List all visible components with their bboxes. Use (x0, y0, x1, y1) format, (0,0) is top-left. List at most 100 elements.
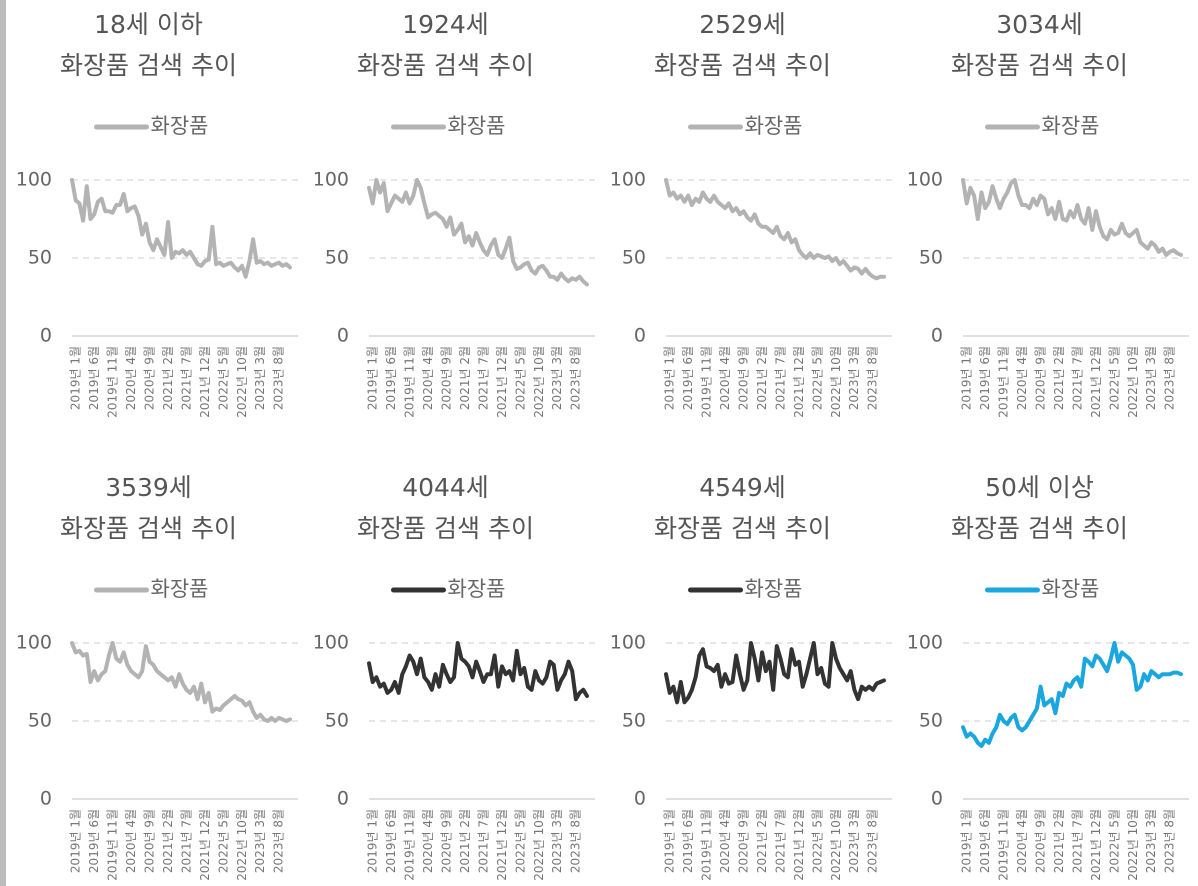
legend-label: 화장품 (1042, 577, 1100, 601)
x-tick-label: 2021년 12월 (1089, 346, 1103, 418)
chart-subtitle: 화장품 검색 추이 (951, 51, 1128, 80)
x-tick-label: 2023년 8월 (272, 809, 286, 873)
x-tick-label: 2021년 7월 (1070, 809, 1084, 873)
y-tick-label: 100 (610, 632, 646, 654)
chart-title: 4549세 (699, 473, 786, 502)
y-tick-label: 50 (622, 247, 646, 269)
x-tick-label: 2020년 9월 (736, 809, 750, 873)
x-tick-label: 2021년 12월 (495, 346, 509, 418)
x-tick-label: 2021년 7월 (1070, 346, 1084, 410)
y-tick-label: 100 (313, 169, 349, 191)
x-tick-label: 2023년 3월 (1144, 809, 1158, 873)
x-tick-label: 2021년 2월 (458, 346, 472, 410)
x-tick-label: 2020년 9월 (142, 809, 156, 873)
series-line (961, 641, 1183, 748)
x-tick-label: 2019년 11월 (105, 809, 119, 881)
legend-label: 화장품 (1042, 114, 1100, 138)
x-tick-label: 2021년 2월 (161, 346, 175, 410)
x-tick-label: 2021년 7월 (773, 809, 787, 873)
x-tick-label: 2022년 5월 (513, 809, 527, 873)
x-tick-label: 2023년 8월 (1163, 809, 1177, 873)
x-tick-label: 2023년 3월 (550, 809, 564, 873)
series-line (664, 641, 886, 705)
x-tick-label: 2019년 11월 (699, 809, 713, 881)
x-tick-label: 2022년 5월 (810, 346, 824, 410)
y-tick-label: 0 (337, 788, 349, 810)
x-tick-label: 2022년 10월 (532, 809, 546, 881)
y-tick-label: 50 (28, 247, 52, 269)
x-tick-label: 2022년 5월 (513, 346, 527, 410)
x-tick-label: 2021년 2월 (1052, 346, 1066, 410)
x-tick-label: 2020년 4월 (718, 809, 732, 873)
x-tick-label: 2019년 1월 (960, 809, 974, 873)
x-tick-label: 2023년 8월 (272, 346, 286, 410)
x-tick-label: 2022년 5월 (810, 809, 824, 873)
x-tick-label: 2019년 6월 (681, 809, 695, 873)
y-tick-label: 50 (325, 710, 349, 732)
y-tick-label: 0 (40, 325, 52, 347)
x-tick-label: 2019년 6월 (87, 346, 101, 410)
chart-subtitle: 화장품 검색 추이 (654, 51, 831, 80)
y-tick-label: 50 (919, 247, 943, 269)
x-tick-label: 2019년 11월 (105, 346, 119, 418)
x-tick-label: 2021년 12월 (495, 809, 509, 881)
x-tick-label: 2022년 5월 (216, 809, 230, 873)
x-tick-label: 2019년 1월 (366, 346, 380, 410)
x-tick-label: 2020년 4월 (421, 346, 435, 410)
chart-title: 1924세 (402, 10, 489, 39)
chart-title: 50세 이상 (985, 473, 1094, 502)
x-tick-label: 2019년 6월 (384, 346, 398, 410)
x-tick-label: 2021년 12월 (1089, 809, 1103, 881)
x-tick-label: 2019년 11월 (996, 809, 1010, 881)
x-tick-label: 2020년 9월 (736, 346, 750, 410)
x-tick-label: 2023년 8월 (1163, 346, 1177, 410)
x-tick-label: 2023년 3월 (253, 346, 267, 410)
x-tick-label: 2019년 1월 (663, 346, 677, 410)
x-tick-label: 2021년 2월 (458, 809, 472, 873)
x-tick-label: 2023년 8월 (569, 346, 583, 410)
series-line (70, 178, 292, 279)
y-tick-label: 0 (931, 788, 943, 810)
y-tick-label: 100 (313, 632, 349, 654)
y-tick-label: 100 (907, 169, 943, 191)
legend-label: 화장품 (448, 577, 506, 601)
y-tick-label: 0 (931, 325, 943, 347)
x-tick-label: 2023년 8월 (866, 346, 880, 410)
y-tick-label: 0 (634, 788, 646, 810)
chart-subtitle: 화장품 검색 추이 (60, 51, 237, 80)
chart-title: 3034세 (996, 10, 1083, 39)
x-tick-label: 2020년 9월 (142, 346, 156, 410)
series-line (367, 641, 589, 702)
x-tick-label: 2021년 7월 (179, 809, 193, 873)
y-tick-label: 0 (40, 788, 52, 810)
legend-label: 화장품 (151, 577, 209, 601)
x-tick-label: 2020년 9월 (439, 809, 453, 873)
chart-title: 3539세 (105, 473, 192, 502)
x-tick-label: 2021년 12월 (198, 346, 212, 418)
x-tick-label: 2023년 3월 (253, 809, 267, 873)
chart-subtitle: 화장품 검색 추이 (357, 514, 534, 543)
x-tick-label: 2020년 4월 (718, 346, 732, 410)
x-tick-label: 2022년 5월 (216, 346, 230, 410)
x-tick-label: 2023년 8월 (569, 809, 583, 873)
x-tick-label: 2023년 3월 (847, 809, 861, 873)
x-tick-label: 2020년 9월 (1033, 809, 1047, 873)
x-tick-label: 2022년 10월 (1126, 346, 1140, 418)
legend-label: 화장품 (745, 577, 803, 601)
x-tick-label: 2019년 6월 (978, 346, 992, 410)
x-tick-label: 2021년 12월 (198, 809, 212, 881)
x-tick-label: 2019년 11월 (402, 809, 416, 881)
y-tick-label: 0 (337, 325, 349, 347)
x-tick-label: 2020년 4월 (124, 809, 138, 873)
legend-label: 화장품 (151, 114, 209, 138)
x-tick-label: 2021년 7월 (179, 346, 193, 410)
left-border (0, 0, 6, 886)
x-tick-label: 2022년 5월 (1107, 346, 1121, 410)
